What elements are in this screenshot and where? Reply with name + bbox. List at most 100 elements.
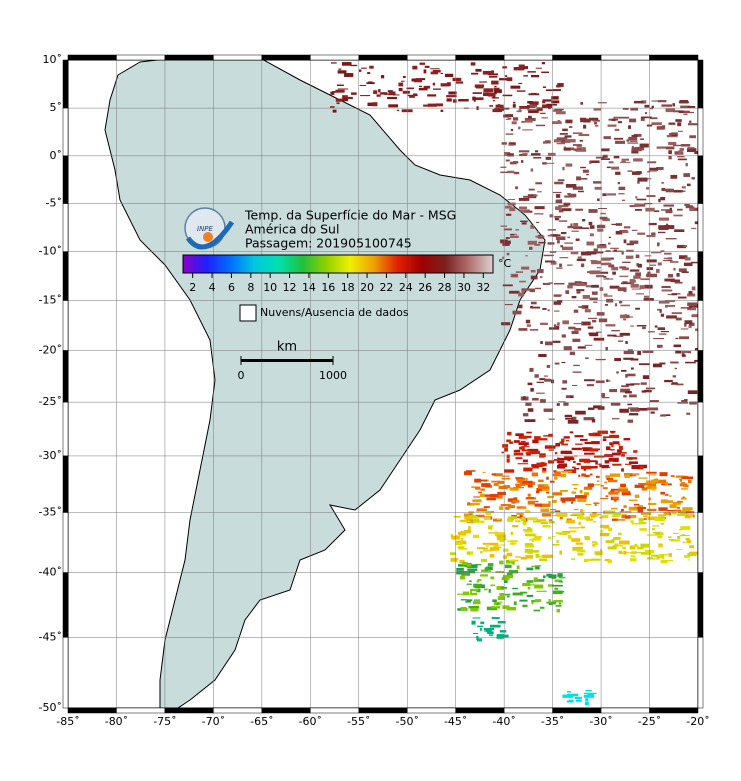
- colorbar-tick-label: 32: [476, 281, 490, 294]
- lat-tick-label: -5˚: [46, 197, 62, 210]
- frame-bar: [213, 54, 263, 61]
- frame-bar: [213, 707, 263, 714]
- lon-tick-label: -70˚: [202, 715, 225, 728]
- colorbar-tick-label: 18: [341, 281, 355, 294]
- frame-bar: [62, 455, 69, 513]
- colorbar-tick-label: 6: [228, 281, 235, 294]
- frame-bar: [310, 707, 360, 714]
- colorbar-tick-label: 28: [438, 281, 452, 294]
- colorbar-tick-label: 20: [360, 281, 374, 294]
- colorbar-tick-label: 24: [399, 281, 413, 294]
- frame-bar: [164, 54, 214, 61]
- lon-tick-label: -25˚: [638, 715, 661, 728]
- lon-tick-label: -20˚: [686, 715, 709, 728]
- frame-bar: [697, 59, 704, 109]
- colorbar-tick-label: 26: [418, 281, 432, 294]
- frame-bar: [455, 54, 505, 61]
- grid: [68, 60, 698, 708]
- frame-bar: [358, 707, 408, 714]
- scale-label: 1000: [319, 369, 347, 382]
- lat-tick-label: -30˚: [39, 449, 62, 462]
- lon-tick-label: -35˚: [541, 715, 564, 728]
- sst-patches: [330, 62, 698, 706]
- frame-bar: [62, 637, 69, 709]
- colorbar-tick-label: 22: [379, 281, 393, 294]
- frame-bar: [62, 155, 69, 204]
- frame-bar: [62, 107, 69, 157]
- legend-swatch: [239, 304, 257, 322]
- colorbar-tick-label: 30: [457, 281, 471, 294]
- frame-bar: [67, 707, 117, 714]
- frame-bar: [406, 707, 456, 714]
- lat-tick-label: -25˚: [39, 395, 62, 408]
- frame-bar: [697, 512, 704, 573]
- frame-bar: [503, 54, 553, 61]
- frame-bar: [649, 54, 699, 61]
- scale-bar: [241, 359, 333, 362]
- scale-unit: km: [277, 340, 297, 355]
- lon-tick-label: -65˚: [250, 715, 273, 728]
- frame-bar: [503, 707, 553, 714]
- lat-tick-label: -40˚: [39, 566, 62, 579]
- frame-bar: [697, 401, 704, 457]
- frame-bar: [67, 54, 117, 61]
- frame-bar: [600, 707, 650, 714]
- frame-bar: [62, 572, 69, 638]
- lon-tick-label: -45˚: [444, 715, 467, 728]
- pass: Passagem: 201905100745: [245, 236, 412, 251]
- frame-bar: [406, 54, 456, 61]
- colorbar-tick-label: 16: [321, 281, 335, 294]
- frame-bar: [164, 707, 214, 714]
- frame-bar: [62, 251, 69, 301]
- lat-tick-label: 0˚: [50, 149, 63, 162]
- frame-bar: [697, 155, 704, 204]
- frame-bar: [697, 107, 704, 157]
- lat-tick-label: 10˚: [43, 53, 63, 66]
- lon-tick-label: -30˚: [589, 715, 612, 728]
- frame-bar: [62, 512, 69, 573]
- lon-tick-label: -75˚: [153, 715, 176, 728]
- lat-tick-label: -10˚: [39, 245, 62, 258]
- frame-bar: [697, 203, 704, 252]
- frame-bar: [62, 203, 69, 252]
- colorbar: [182, 254, 494, 274]
- lat-tick-label: -50˚: [39, 701, 62, 714]
- frame-bar: [62, 59, 69, 109]
- frame-bar: [600, 54, 650, 61]
- frame-bar: [697, 637, 704, 709]
- title: Temp. da Superfície do Mar - MSG: [244, 208, 456, 223]
- frame-bar: [116, 54, 166, 61]
- lat-tick-label: -35˚: [39, 505, 62, 518]
- legend-label: Nuvens/Ausencia de dados: [260, 306, 409, 319]
- lat-tick-label: -15˚: [39, 294, 62, 307]
- lat-tick-label: -45˚: [39, 630, 62, 643]
- frame-bar: [358, 54, 408, 61]
- lon-tick-label: -40˚: [492, 715, 515, 728]
- frame-bar: [697, 455, 704, 513]
- frame-bar: [455, 707, 505, 714]
- colorbar-tick-label: 2: [189, 281, 196, 294]
- frame-bar: [697, 300, 704, 351]
- frame-bar: [62, 350, 69, 403]
- region: América do Sul: [245, 222, 339, 237]
- frame-bar: [62, 300, 69, 351]
- lon-tick-label: -50˚: [395, 715, 418, 728]
- frame-bar: [261, 54, 311, 61]
- frame-bars: [62, 54, 704, 714]
- colorbar-unit: °C: [498, 257, 512, 270]
- logo: INPE: [184, 207, 235, 250]
- colorbar-tick-label: 4: [209, 281, 216, 294]
- colorbar-tick-label: 12: [283, 281, 297, 294]
- lat-tick-label: -20˚: [39, 344, 62, 357]
- frame-bar: [697, 350, 704, 403]
- frame-bar: [697, 572, 704, 638]
- lon-tick-label: -80˚: [105, 715, 128, 728]
- scale-label: 0: [238, 369, 245, 382]
- frame-bar: [261, 707, 311, 714]
- colorbar-tick-label: 10: [263, 281, 277, 294]
- frame-bar: [552, 707, 602, 714]
- lon-tick-label: -55˚: [347, 715, 370, 728]
- frame-bar: [62, 401, 69, 457]
- colorbar-tick-label: 14: [302, 281, 316, 294]
- frame-bar: [310, 54, 360, 61]
